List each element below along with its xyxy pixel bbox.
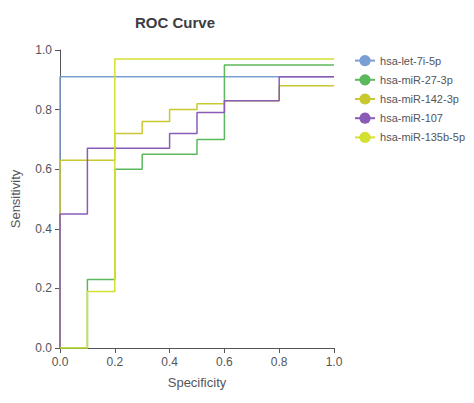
svg-text:0.8: 0.8 (35, 103, 52, 117)
svg-text:hsa-let-7i-5p: hsa-let-7i-5p (380, 55, 441, 67)
svg-text:Sensitivity: Sensitivity (8, 169, 23, 228)
svg-text:0.4: 0.4 (161, 355, 178, 369)
svg-text:1.0: 1.0 (326, 355, 343, 369)
svg-text:hsa-miR-107: hsa-miR-107 (380, 112, 443, 124)
svg-text:hsa-miR-135b-5p: hsa-miR-135b-5p (380, 131, 465, 143)
svg-text:ROC Curve: ROC Curve (135, 14, 215, 31)
svg-text:0.6: 0.6 (35, 162, 52, 176)
svg-text:0.0: 0.0 (52, 355, 69, 369)
svg-text:0.8: 0.8 (271, 355, 288, 369)
svg-text:hsa-miR-27-3p: hsa-miR-27-3p (380, 74, 453, 86)
svg-text:0.2: 0.2 (106, 355, 123, 369)
svg-text:0.2: 0.2 (35, 281, 52, 295)
svg-text:0.6: 0.6 (216, 355, 233, 369)
svg-text:1.0: 1.0 (35, 43, 52, 57)
svg-text:0.0: 0.0 (35, 341, 52, 355)
svg-text:Specificity: Specificity (168, 375, 227, 390)
svg-text:0.4: 0.4 (35, 222, 52, 236)
svg-text:hsa-miR-142-3p: hsa-miR-142-3p (380, 93, 459, 105)
